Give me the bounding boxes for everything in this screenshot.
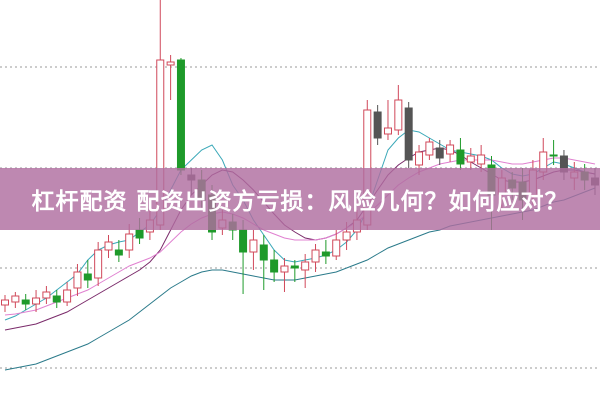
candle-up (42, 291, 51, 299)
candle-down (321, 251, 330, 257)
candle-up (11, 295, 20, 303)
candle-up (466, 155, 475, 163)
candle-up (73, 271, 82, 289)
candle-down (176, 59, 185, 171)
candle-down (456, 149, 465, 165)
candle-down (404, 107, 413, 161)
candle-up (332, 239, 341, 257)
candle-down (135, 229, 144, 239)
candle-up (394, 99, 403, 131)
candle-down (21, 299, 30, 305)
candle-up (415, 151, 424, 166)
candle-down (290, 265, 299, 269)
candle-down (435, 147, 444, 159)
title-banner: 杠杆配资 配资出资方亏损：风险几何？如何应对？ (0, 168, 600, 230)
candle-up (63, 289, 72, 303)
candle-down (52, 295, 61, 303)
candle-down (549, 154, 558, 157)
candle-up (125, 233, 134, 251)
candle-up (383, 127, 392, 135)
candle-up (425, 141, 434, 156)
candle-down (259, 244, 268, 261)
candle-up (1, 299, 9, 306)
candle-up (301, 261, 310, 271)
candle-up (166, 61, 175, 66)
candle-up (446, 144, 455, 155)
candle-up (280, 265, 289, 273)
moving-average-line (4, 129, 596, 321)
candle-up (249, 239, 258, 253)
candle-up (32, 297, 41, 305)
candle-up (342, 231, 351, 241)
candle-down (114, 249, 123, 256)
candle-up (94, 249, 103, 279)
candle-down (270, 259, 279, 273)
candle-up (477, 154, 486, 165)
candle-down (83, 273, 92, 281)
article-title: 杠杆配资 配资出资方亏损：风险几何？如何应对？ (31, 189, 569, 215)
candle-up (311, 249, 320, 263)
candle-down (239, 229, 248, 253)
moving-average-line (4, 157, 596, 316)
candle-down (373, 111, 382, 139)
candle-up (104, 241, 113, 251)
